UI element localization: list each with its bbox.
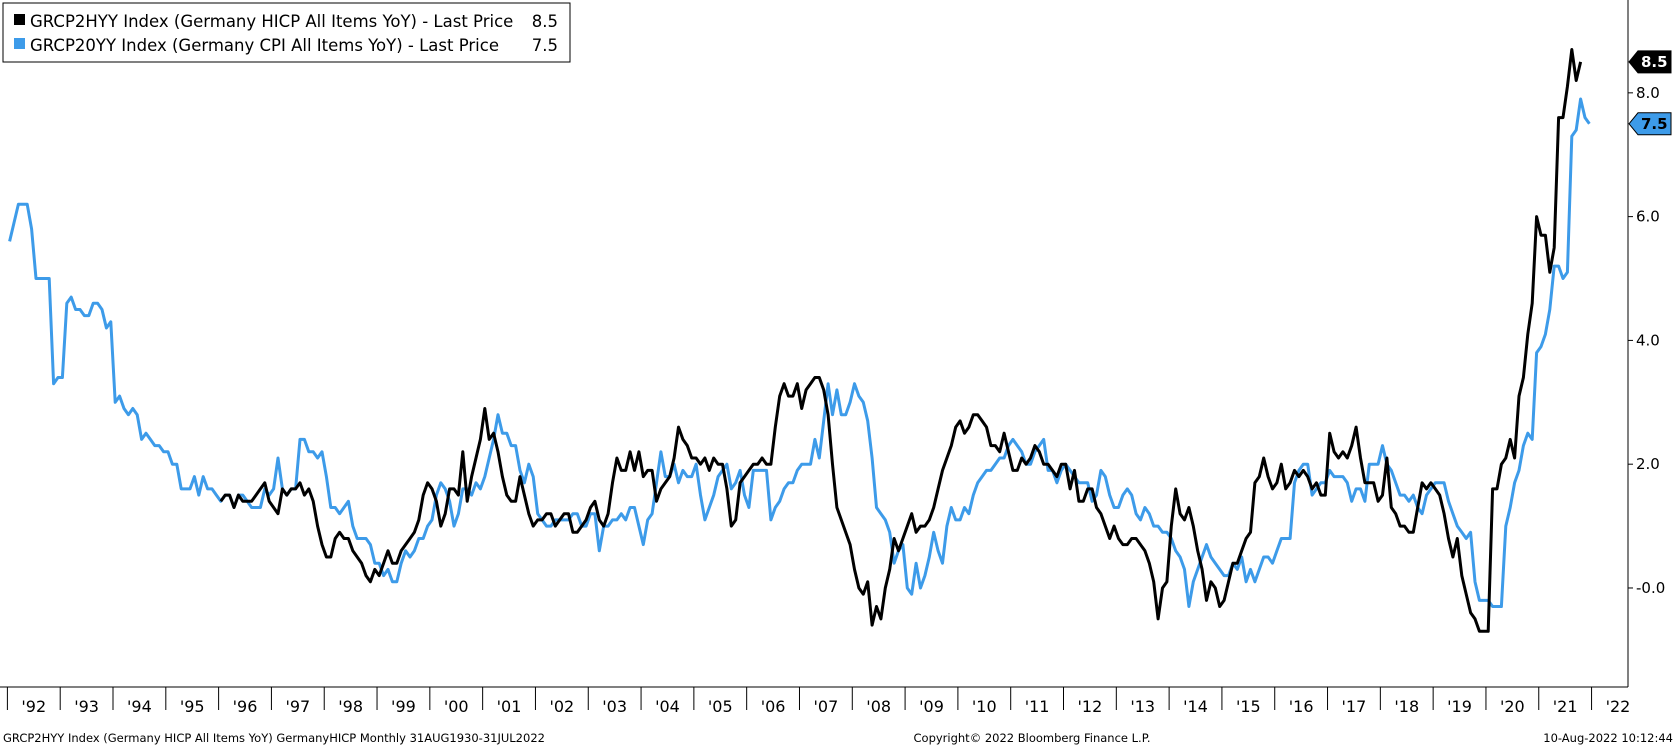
last-value-badges: 7.5 8.5 (1628, 50, 1672, 136)
x-tick-label: '14 (1183, 697, 1208, 716)
x-tick-label: '13 (1130, 697, 1155, 716)
last-value-badge-cpi (1628, 112, 1672, 136)
y-axis-ticks: -0.0 2.0 4.0 6.0 8.0 (1628, 84, 1665, 597)
x-tick-label: '95 (180, 697, 205, 716)
plot-area: '92 '93 '94 '95 '96 '97 '98 '99 '00 '01 '02 '03 '04 '… (0, 0, 1672, 716)
x-axis-ticks: '92 '93 '94 '95 '96 '97 '98 '99 '00 '01 '02 '03 '04 '… (6, 687, 1631, 716)
y-tick-label: 2.0 (1636, 455, 1660, 473)
x-tick-label: '00 (444, 697, 469, 716)
x-tick-label: '99 (391, 697, 416, 716)
x-tick-label: '22 (1606, 697, 1631, 716)
series-line-hicp (219, 48, 1583, 633)
y-tick-label: 6.0 (1636, 208, 1660, 226)
x-tick-label: '02 (549, 697, 574, 716)
x-tick-label: '20 (1500, 697, 1525, 716)
y-tick-label: 8.0 (1636, 84, 1660, 102)
x-tick-label: '05 (708, 697, 733, 716)
legend-entry: GRCP20YY Index (Germany CPI All Items Yo… (14, 36, 558, 55)
legend-entry: GRCP2HYY Index (Germany HICP All Items Y… (14, 12, 558, 31)
x-tick-label: '21 (1553, 697, 1578, 716)
x-tick-label: '18 (1394, 697, 1419, 716)
x-tick-label: '11 (1025, 697, 1050, 716)
legend: GRCP2HYY Index (Germany HICP All Items Y… (2, 2, 571, 63)
last-value-label-cpi: 7.5 (1641, 115, 1668, 133)
x-tick-label: '03 (602, 697, 627, 716)
footer-copyright: Copyright© 2022 Bloomberg Finance L.P. (914, 731, 1151, 745)
legend-swatch-hicp (14, 14, 25, 25)
legend-label-hicp: GRCP2HYY Index (Germany HICP All Items Y… (30, 12, 513, 31)
legend-box (2, 2, 571, 63)
y-tick-label: -0.0 (1636, 579, 1665, 597)
x-tick-label: '07 (813, 697, 838, 716)
x-tick-label: '16 (1289, 697, 1314, 716)
x-tick-label: '98 (338, 697, 363, 716)
last-value-badge-hicp (1628, 50, 1672, 74)
x-tick-label: '97 (285, 697, 310, 716)
legend-swatch-cpi (14, 38, 25, 49)
x-tick-label: '04 (655, 697, 680, 716)
series-line-cpi (8, 97, 1591, 608)
footer: GRCP2HYY Index (Germany HICP All Items Y… (3, 731, 1673, 745)
legend-value-cpi: 7.5 (532, 36, 558, 55)
x-tick-label: '08 (866, 697, 891, 716)
y-tick-label: 4.0 (1636, 331, 1660, 349)
x-tick-label: '09 (919, 697, 944, 716)
x-tick-label: '19 (1447, 697, 1472, 716)
x-tick-label: '92 (21, 697, 46, 716)
x-tick-label: '17 (1342, 697, 1367, 716)
footer-left: GRCP2HYY Index (Germany HICP All Items Y… (3, 731, 545, 745)
series-layer (8, 48, 1591, 633)
x-tick-label: '93 (74, 697, 99, 716)
x-tick-label: '12 (1078, 697, 1103, 716)
x-tick-label: '15 (1236, 697, 1261, 716)
x-tick-label: '01 (497, 697, 522, 716)
x-tick-label: '06 (761, 697, 786, 716)
footer-timestamp: 10-Aug-2022 10:12:44 (1543, 731, 1673, 745)
x-tick-label: '94 (127, 697, 152, 716)
x-tick-label: '10 (972, 697, 997, 716)
legend-value-hicp: 8.5 (532, 12, 558, 31)
last-value-label-hicp: 8.5 (1641, 53, 1668, 71)
legend-label-cpi: GRCP20YY Index (Germany CPI All Items Yo… (30, 36, 499, 55)
x-tick-label: '96 (233, 697, 258, 716)
